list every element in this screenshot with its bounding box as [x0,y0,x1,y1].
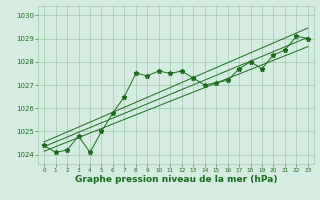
X-axis label: Graphe pression niveau de la mer (hPa): Graphe pression niveau de la mer (hPa) [75,175,277,184]
